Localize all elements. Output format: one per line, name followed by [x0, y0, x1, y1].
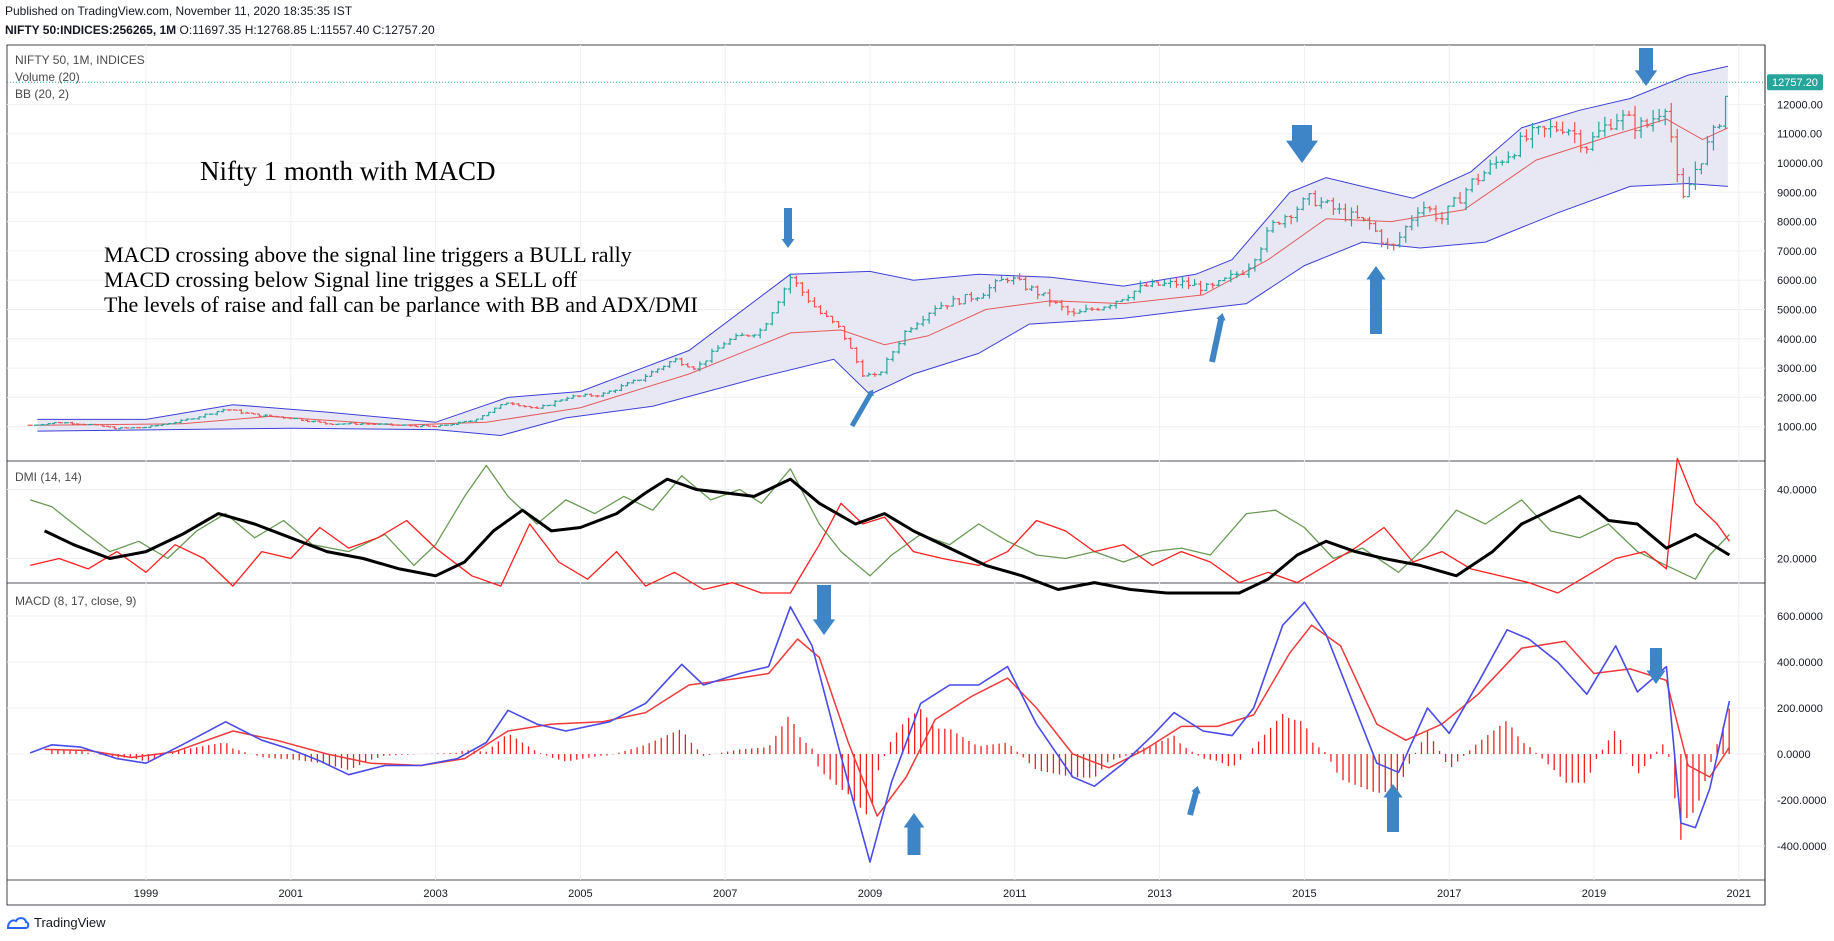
x-tick-label: 2007 — [713, 888, 737, 900]
price-legend-item: Volume (20) — [15, 70, 80, 84]
publish-info: Published on TradingView.com, November 1… — [5, 4, 353, 18]
brand-label: TradingView — [34, 915, 106, 930]
ohlc-values: O:11697.35 H:12768.85 L:11557.40 C:12757… — [179, 23, 435, 37]
x-tick-label: 2011 — [1003, 888, 1027, 900]
up-arrow-shape — [1209, 313, 1226, 363]
price-legend-item: BB (20, 2) — [15, 87, 69, 101]
macd-tick-label: 200.0000 — [1777, 703, 1823, 715]
macd-pane-title: MACD (8, 17, close, 9) — [15, 594, 136, 608]
x-tick-label: 2013 — [1147, 888, 1171, 900]
last-price-label: 12757.20 — [1772, 77, 1818, 89]
macd-tick-label: -400.0000 — [1777, 841, 1827, 853]
price-tick-label: 7000.00 — [1777, 246, 1817, 258]
price-tick-label: 12000.00 — [1777, 99, 1823, 111]
price-tick-label: 3000.00 — [1777, 363, 1817, 375]
x-tick-label: 2001 — [279, 888, 303, 900]
x-tick-label: 2021 — [1727, 888, 1751, 900]
dmi-tick-label: 40.0000 — [1777, 485, 1817, 497]
price-tick-label: 5000.00 — [1777, 305, 1817, 317]
down-arrow-icon — [1634, 48, 1658, 86]
macd-tick-label: 0.0000 — [1777, 749, 1811, 761]
symbol-ohlc-line: NIFTY 50:INDICES:256265, 1M O:11697.35 H… — [5, 23, 435, 37]
down-arrow-icon — [781, 208, 795, 248]
dmi-series-adx — [43, 477, 1731, 595]
price-tick-label: 9000.00 — [1777, 187, 1817, 199]
price-tick-label: 8000.00 — [1777, 217, 1817, 229]
macd-tick-label: -200.0000 — [1777, 795, 1827, 807]
x-tick-label: 2005 — [568, 888, 592, 900]
x-tick-label: 2009 — [858, 888, 882, 900]
up-arrow-shape — [849, 389, 874, 428]
x-tick-label: 2019 — [1582, 888, 1606, 900]
symbol-label: NIFTY 50:INDICES:256265, 1M — [5, 23, 177, 37]
annotation-title: Nifty 1 month with MACD — [200, 156, 496, 186]
up-arrow-icon — [1383, 784, 1403, 832]
bb-fill — [37, 66, 1728, 436]
price-tick-label: 6000.00 — [1777, 275, 1817, 287]
bb-upper-line — [37, 65, 1729, 423]
down-arrow-icon — [1646, 648, 1666, 684]
price-tick-label: 11000.00 — [1777, 129, 1822, 141]
annotation-line-1: MACD crossing above the signal line trig… — [104, 242, 632, 267]
up-arrow-icon — [903, 813, 925, 855]
dmi-tick-label: 20.0000 — [1777, 554, 1817, 566]
price-tick-label: 10000.00 — [1777, 158, 1823, 170]
up-arrow-icon — [849, 389, 874, 428]
up-arrow-shape — [1366, 266, 1386, 334]
macd-tick-label: 600.0000 — [1777, 611, 1823, 623]
x-tick-label: 2003 — [423, 888, 447, 900]
dmi-series-di — [30, 457, 1730, 594]
up-arrow-shape — [1383, 784, 1403, 832]
x-tick-label: 2017 — [1437, 888, 1461, 900]
price-tick-label: 1000.00 — [1777, 422, 1817, 434]
x-tick-label: 1999 — [134, 888, 158, 900]
price-tick-label: 2000.00 — [1777, 392, 1817, 404]
dmi-pane-title: DMI (14, 14) — [15, 470, 82, 484]
up-arrow-icon — [1366, 266, 1386, 334]
bb-lower-line — [37, 182, 1728, 437]
down-arrow-icon — [1286, 125, 1318, 163]
price-pane-title: NIFTY 50, 1M, INDICES — [15, 53, 145, 67]
down-arrow-icon — [812, 585, 836, 635]
macd-signal-line — [44, 624, 1731, 817]
macd-tick-label: 400.0000 — [1777, 657, 1823, 669]
up-arrow-icon — [1209, 313, 1226, 363]
bb-basis-line — [37, 118, 1729, 426]
up-arrow-shape — [903, 813, 925, 855]
x-tick-label: 2015 — [1292, 888, 1316, 900]
tradingview-logo-icon — [6, 916, 30, 929]
up-arrow-shape — [1187, 786, 1201, 816]
last-price-tag — [1767, 74, 1823, 91]
tradingview-brand[interactable]: TradingView — [6, 915, 106, 930]
up-arrow-icon — [1187, 786, 1201, 816]
price-tick-label: 4000.00 — [1777, 334, 1817, 346]
annotation-line-3: The levels of raise and fall can be parl… — [104, 292, 698, 317]
annotation-line-2: MACD crossing below Signal line trigges … — [104, 267, 577, 292]
macd-line — [29, 601, 1731, 863]
